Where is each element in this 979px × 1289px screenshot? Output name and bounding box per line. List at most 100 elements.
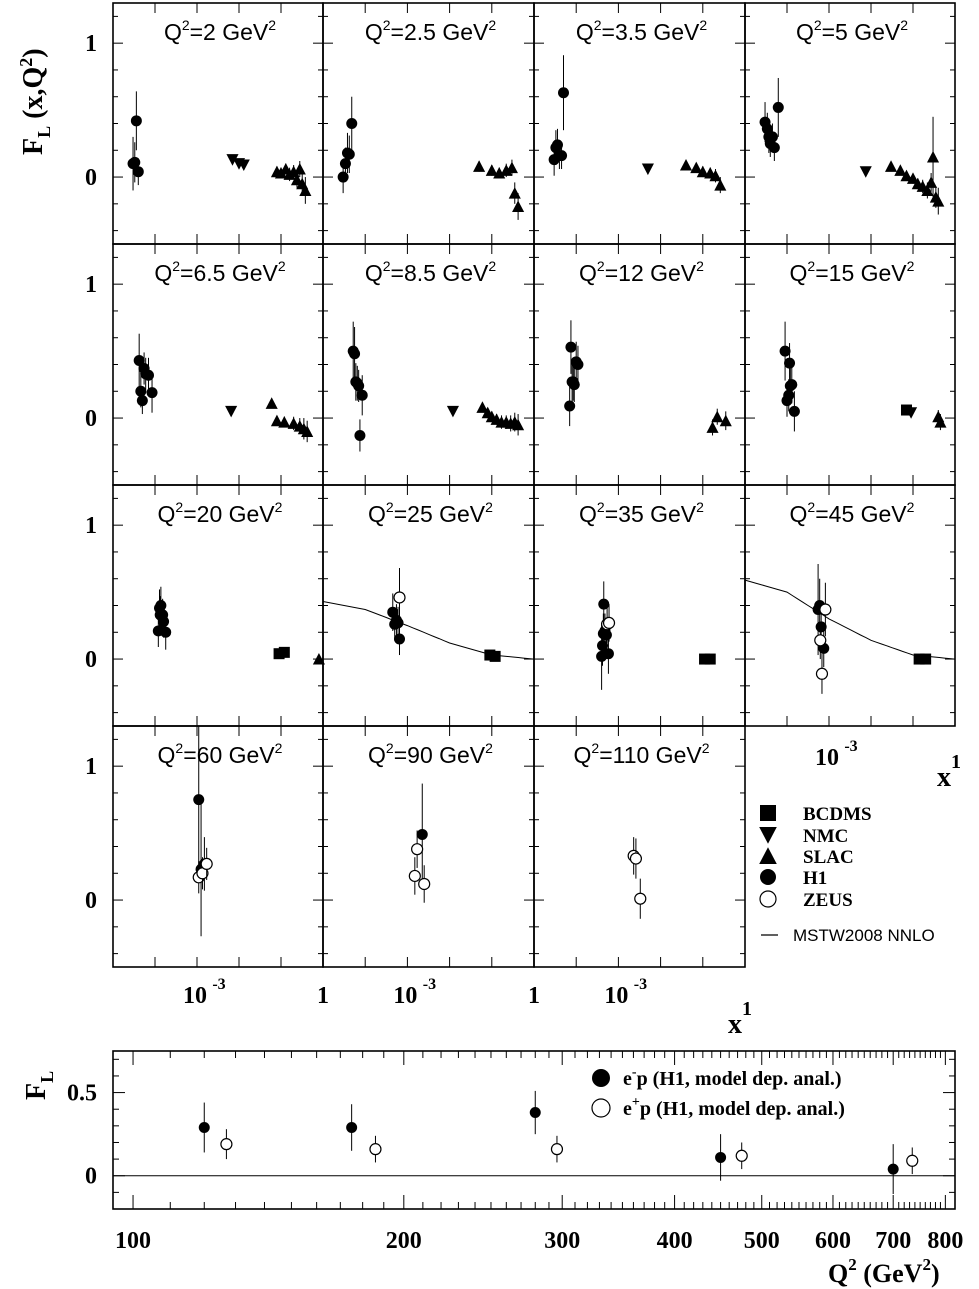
panel-2: Q2=3.5 GeV2: [533, 2, 746, 245]
slac-point: [900, 169, 913, 182]
h1-point: [766, 131, 778, 143]
slac-point: [301, 425, 314, 437]
slac-point: [926, 150, 940, 163]
h1-point: [146, 387, 158, 399]
label-part: Q: [368, 742, 386, 768]
label-sup: 2: [807, 499, 815, 515]
slac-point: [473, 160, 486, 172]
panel-10: Q2=35 GeV2: [533, 484, 746, 727]
eminus-point: [887, 1163, 899, 1175]
x-tick-label: 300: [544, 1228, 580, 1254]
panel-3: Q2=5 GeV2: [744, 2, 956, 245]
panel-label: Q2=2 GeV2: [164, 17, 276, 45]
panel-7: Q2=15 GeV2: [744, 243, 956, 486]
legend-label: NMC: [803, 826, 848, 847]
label-part: =110 GeV: [599, 742, 702, 768]
label-part: =5 GeV: [822, 19, 901, 45]
label-sup: 2: [594, 17, 602, 33]
h1-point: [155, 600, 167, 611]
label-part: =60 GeV: [183, 742, 275, 768]
panel-13: Q2=90 GeV2: [322, 725, 535, 968]
y-tick-label: 0.5: [67, 1081, 97, 1107]
legend-sup: -: [632, 1065, 637, 1080]
eplus-point: [735, 1149, 748, 1162]
legend-label: e-p (H1, model dep. anal.): [623, 1065, 842, 1090]
label-sup: 2: [814, 17, 822, 33]
label-part: Q: [574, 742, 592, 768]
bcdms-point: [900, 404, 912, 416]
x-tick-label: 10: [183, 983, 207, 1009]
legend-label: SLAC: [803, 847, 854, 868]
label-part: =90 GeV: [394, 742, 486, 768]
x-tick-labels: 10 -3 10 -3 10 -3 10 -3 1 1: [183, 738, 858, 1009]
eminus-point: [346, 1122, 358, 1134]
h1-point: [130, 115, 142, 127]
legend-marker: [759, 827, 777, 844]
nmc-point: [225, 405, 238, 418]
h1-point: [556, 150, 568, 162]
slac-point: [884, 160, 898, 172]
h1-point: [602, 648, 614, 660]
label-sup: 2: [597, 258, 605, 274]
y-tick-label: 0: [85, 406, 97, 432]
y-tick-label: 0: [85, 165, 97, 191]
label-sup: 2: [386, 740, 394, 756]
x-tick-label: 400: [657, 1228, 693, 1254]
label-sup: 2: [807, 258, 815, 274]
x-tick-label-exp: -3: [634, 976, 647, 993]
h1-point: [354, 429, 366, 441]
eplus-point: [369, 1143, 382, 1156]
slac-point: [278, 416, 291, 428]
label-sup: 2: [175, 499, 183, 515]
nmc-point: [859, 166, 872, 178]
legend-marker: [592, 1069, 610, 1087]
label-part: Q: [158, 742, 176, 768]
h1-point: [568, 379, 580, 391]
y-tick-label: 1: [85, 272, 97, 298]
h1-point: [600, 629, 612, 641]
h1-point: [572, 359, 584, 370]
panel-0: Q2=2 GeV2: [112, 2, 324, 245]
h1-point: [136, 395, 148, 407]
legend-part: p (H1, model dep. anal.): [640, 1098, 845, 1120]
bcdms-point: [699, 653, 711, 665]
panels-layer: Q2=2 GeV2 Q2=2.5 GeV2 Q2=3.5 GeV2 Q2=5 GeV2…: [85, 2, 956, 1009]
h1-point: [129, 156, 141, 168]
label-part: =20 GeV: [183, 501, 275, 527]
label-part: =2.5 GeV: [391, 19, 489, 45]
label-part: =3.5 GeV: [602, 19, 700, 45]
nmc-point: [237, 159, 250, 172]
label-part: =45 GeV: [815, 501, 907, 527]
label-part: Q: [790, 501, 808, 527]
label-part: Q: [796, 19, 814, 45]
h1-point: [392, 617, 404, 629]
bcdms-point: [920, 653, 932, 665]
label-sup: 2: [485, 740, 493, 756]
label-sup: 2: [172, 258, 180, 274]
panel-label: Q2=45 GeV2: [790, 499, 915, 527]
x-tick-label-exp: -3: [844, 738, 857, 755]
zeus-point: [200, 857, 213, 871]
h1-point: [786, 379, 798, 391]
top-xlabel-bottom: x1: [728, 998, 752, 1040]
label-part: =2 GeV: [190, 19, 269, 45]
legend-marker: [759, 847, 777, 864]
h1-point: [394, 633, 406, 645]
x-tick-label: 200: [386, 1228, 422, 1254]
label-part: =12 GeV: [605, 260, 697, 286]
label-sup: 2: [383, 17, 391, 33]
y-tick-label: 0: [85, 647, 97, 673]
slac-point: [719, 414, 732, 427]
h1-point: [353, 380, 365, 392]
slac-point: [299, 184, 312, 196]
h1-point: [768, 142, 780, 154]
h1-point: [565, 341, 577, 353]
eplus-point: [906, 1154, 919, 1167]
h1-point: [772, 101, 784, 113]
h1-point: [133, 354, 145, 366]
panel-8: Q2=20 GeV2: [112, 484, 325, 727]
x-tick-label: 500: [744, 1228, 780, 1254]
slac-point: [312, 653, 325, 665]
